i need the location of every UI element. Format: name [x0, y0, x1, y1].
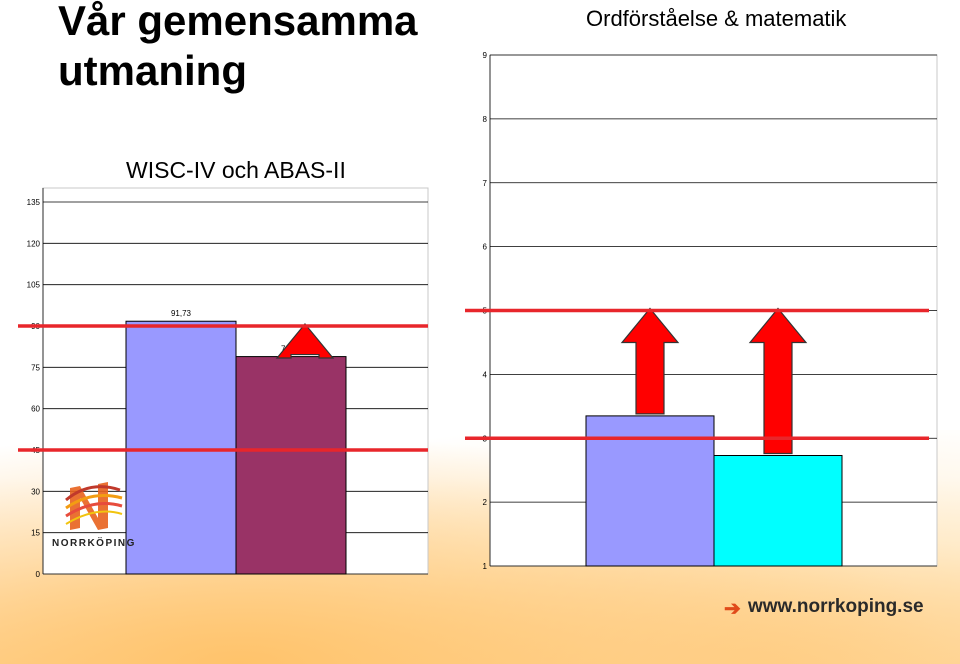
footer-url-link[interactable]: www.norrkoping.se: [748, 596, 924, 617]
y-tick-label: 135: [27, 198, 41, 207]
bar: [713, 454, 843, 567]
left-chart-title: WISC-IV och ABAS-II: [120, 157, 352, 184]
bar: [235, 356, 347, 575]
y-tick-label: 4: [483, 370, 488, 379]
y-tick-label: 2: [483, 498, 488, 507]
y-tick-label: 105: [27, 281, 41, 290]
footer-arrow-icon: ➔: [724, 598, 741, 620]
bar-value-label: 91,73: [171, 309, 192, 318]
slide-title: Vår gemensamma utmaning: [58, 0, 418, 94]
increase-arrow: [275, 323, 335, 359]
increase-arrow: [620, 307, 680, 415]
y-tick-label: 60: [31, 405, 40, 414]
right-chart-title: Ordförståelse & matematik: [586, 6, 847, 31]
y-tick-label: 9: [483, 51, 488, 60]
bar: [125, 320, 237, 575]
increase-arrow: [748, 307, 808, 455]
y-tick-label: 7: [483, 179, 488, 188]
y-tick-label: 75: [31, 363, 40, 372]
y-tick-label: 15: [31, 529, 40, 538]
right-chart: 1234567893,352,73: [465, 51, 938, 571]
y-tick-label: 30: [31, 487, 40, 496]
y-tick-label: 0: [36, 570, 41, 579]
y-tick-label: 6: [483, 243, 488, 252]
logo-text: NORRKÖPING: [52, 538, 136, 549]
y-tick-label: 1: [483, 562, 488, 571]
norrkoping-logo: [65, 482, 123, 530]
y-tick-label: 120: [27, 239, 41, 248]
y-tick-label: 8: [483, 115, 488, 124]
bar: [585, 415, 715, 567]
